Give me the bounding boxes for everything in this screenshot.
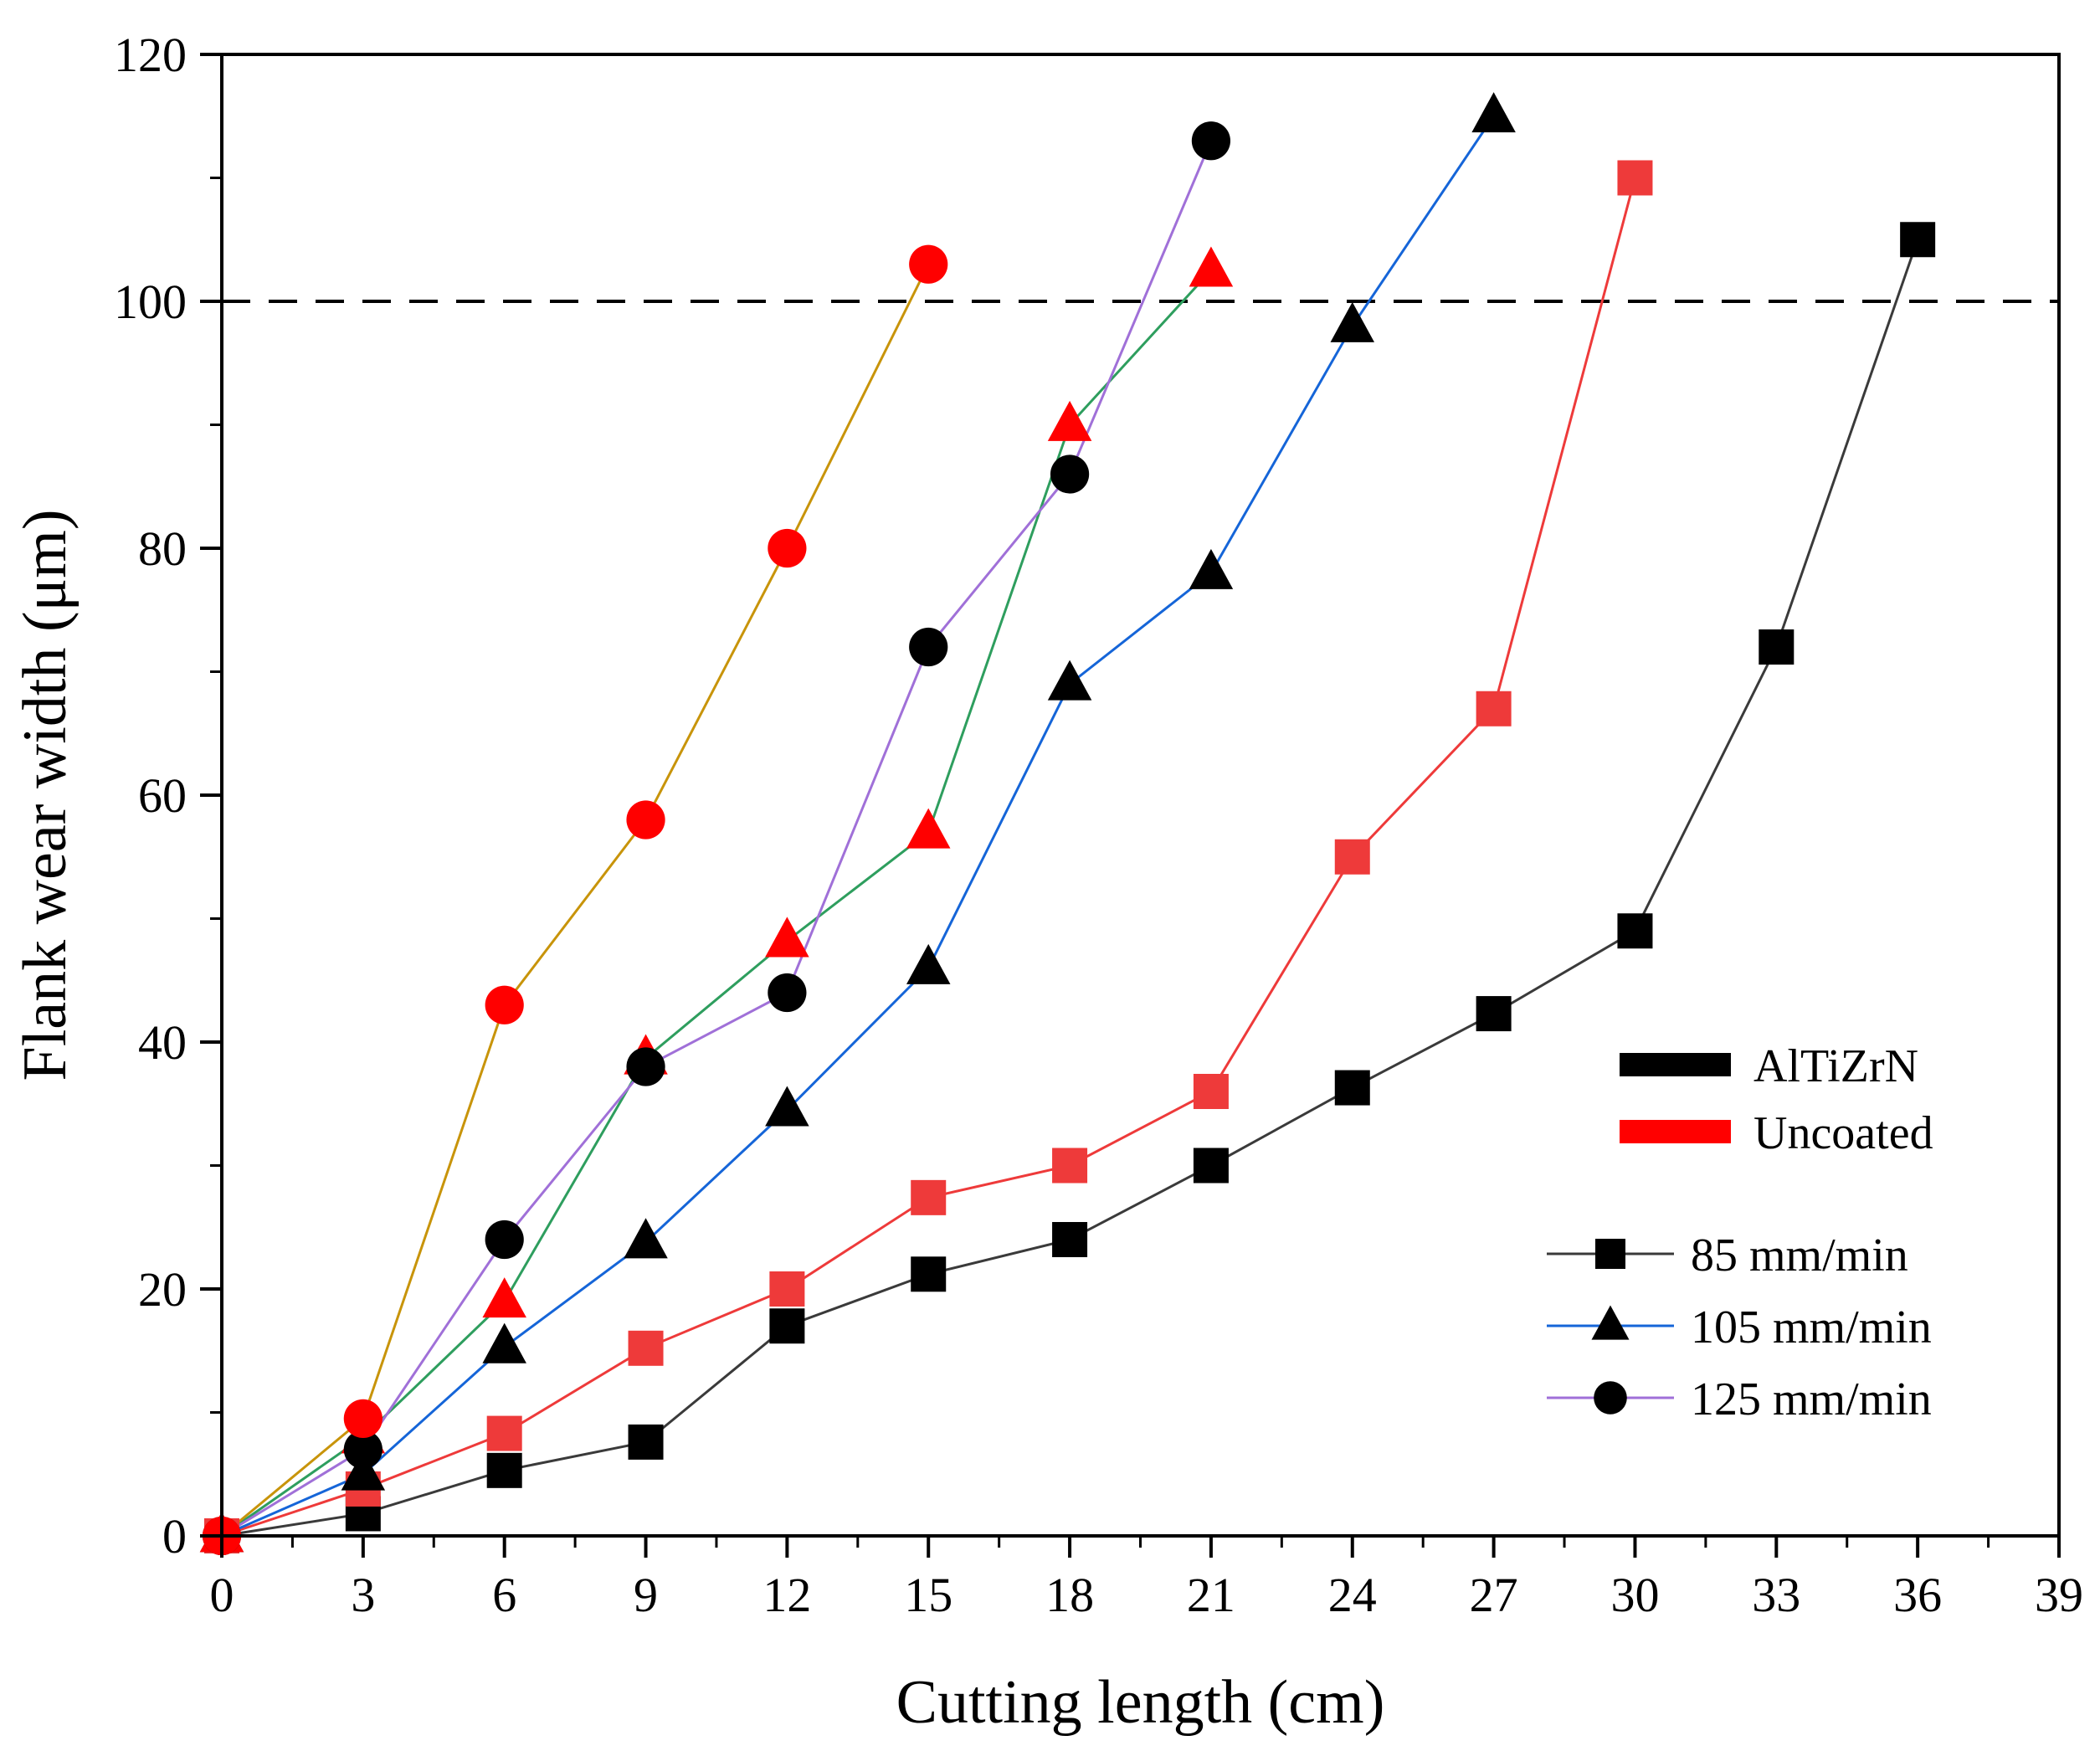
data-point-s3-4 <box>765 917 809 958</box>
data-point-s0-11 <box>1759 629 1794 665</box>
data-point-s1-8 <box>1334 839 1370 875</box>
data-point-s4-1 <box>343 1430 383 1469</box>
x-tick-label: 18 <box>1045 1568 1094 1622</box>
data-point-s0-4 <box>769 1308 805 1344</box>
legend-label: 125 mm/min <box>1691 1374 1932 1425</box>
y-tick-label: 60 <box>138 768 187 823</box>
series-line-5 <box>221 264 930 1538</box>
data-point-s5-1 <box>343 1399 383 1438</box>
data-point-s3-7 <box>1189 246 1234 287</box>
data-point-s4-5 <box>909 627 948 667</box>
data-point-s2-5 <box>906 943 951 984</box>
data-point-s5-4 <box>768 528 807 568</box>
x-tick-label: 9 <box>634 1568 658 1622</box>
legend-marker-circle <box>1594 1381 1627 1415</box>
data-point-s1-2 <box>486 1415 522 1451</box>
data-point-s2-6 <box>1047 660 1092 701</box>
data-point-s0-9 <box>1476 996 1512 1032</box>
x-tick-label: 6 <box>492 1568 516 1622</box>
data-point-s0-2 <box>486 1452 522 1488</box>
data-point-s0-3 <box>628 1424 664 1460</box>
x-tick-label: 39 <box>2035 1568 2083 1622</box>
legend-marker-square <box>1595 1239 1625 1269</box>
data-point-s0-5 <box>911 1256 947 1292</box>
y-tick-label: 0 <box>162 1509 187 1564</box>
x-tick-label: 0 <box>210 1568 234 1622</box>
series-lines <box>221 115 1919 1538</box>
data-point-s1-4 <box>769 1271 805 1307</box>
data-point-s0-12 <box>1900 222 1936 258</box>
data-point-s3-5 <box>906 808 951 849</box>
x-tick-label: 33 <box>1752 1568 1800 1622</box>
series-markers <box>199 92 1936 1556</box>
data-point-s4-7 <box>1191 121 1231 161</box>
x-tick-label: 24 <box>1328 1568 1377 1622</box>
y-tick-label: 20 <box>138 1262 187 1317</box>
data-point-s2-1 <box>341 1450 386 1491</box>
x-tick-label: 27 <box>1470 1568 1518 1622</box>
data-point-s3-6 <box>1047 400 1092 441</box>
data-point-s1-7 <box>1193 1074 1229 1109</box>
legend: AlTiZrN Uncoated 85 mm/min 105 mm/min 125 mm… <box>1547 1040 1933 1425</box>
data-point-s0-7 <box>1193 1148 1229 1184</box>
series-line-2 <box>221 115 1495 1538</box>
x-tick-label: 21 <box>1187 1568 1235 1622</box>
data-point-s2-3 <box>624 1218 668 1259</box>
y-tick-label: 40 <box>138 1015 187 1070</box>
x-tick-label: 15 <box>904 1568 952 1622</box>
data-point-s2-9 <box>1471 92 1516 133</box>
data-point-s2-7 <box>1189 548 1234 589</box>
legend-label: AlTiZrN <box>1753 1040 1918 1092</box>
series-line-4 <box>221 140 1213 1538</box>
data-point-s1-9 <box>1476 691 1512 727</box>
x-tick-label: 12 <box>762 1568 811 1622</box>
legend-swatch-altizrn <box>1620 1053 1731 1076</box>
data-point-s1-5 <box>911 1179 947 1215</box>
data-point-s3-2 <box>482 1277 526 1318</box>
data-point-s4-4 <box>768 973 807 1013</box>
data-point-s2-4 <box>765 1086 809 1127</box>
x-axis-title: Cutting length (cm) <box>896 1668 1385 1737</box>
legend-label: 85 mm/min <box>1691 1230 1908 1281</box>
data-point-s5-3 <box>626 800 665 840</box>
data-point-s2-2 <box>482 1322 526 1363</box>
data-point-s5-2 <box>485 985 524 1024</box>
data-point-s4-2 <box>485 1220 524 1260</box>
data-point-s2-8 <box>1330 301 1375 342</box>
legend-marker-triangle <box>1591 1305 1630 1340</box>
data-point-s0-8 <box>1334 1070 1370 1106</box>
data-point-s1-3 <box>628 1330 664 1366</box>
y-tick-label: 120 <box>114 28 187 82</box>
data-point-s4-6 <box>1050 454 1090 494</box>
x-tick-label: 30 <box>1610 1568 1659 1622</box>
data-point-s4-3 <box>626 1047 665 1086</box>
data-point-s0-10 <box>1617 913 1653 949</box>
y-tick-label: 100 <box>114 275 187 329</box>
data-point-s1-6 <box>1052 1148 1088 1184</box>
x-tick-label: 36 <box>1893 1568 1942 1622</box>
legend-label: Uncoated <box>1753 1107 1933 1159</box>
y-tick-label: 80 <box>138 521 187 576</box>
x-tick-label: 3 <box>351 1568 375 1622</box>
data-point-s1-10 <box>1617 160 1653 196</box>
series-line-1 <box>221 177 1636 1538</box>
legend-label: 105 mm/min <box>1691 1302 1932 1353</box>
y-axis-title: Flank wear width (μm) <box>11 510 80 1081</box>
data-point-s5-5 <box>909 244 948 284</box>
legend-swatch-uncoated <box>1620 1120 1731 1143</box>
data-point-s0-6 <box>1052 1222 1088 1257</box>
